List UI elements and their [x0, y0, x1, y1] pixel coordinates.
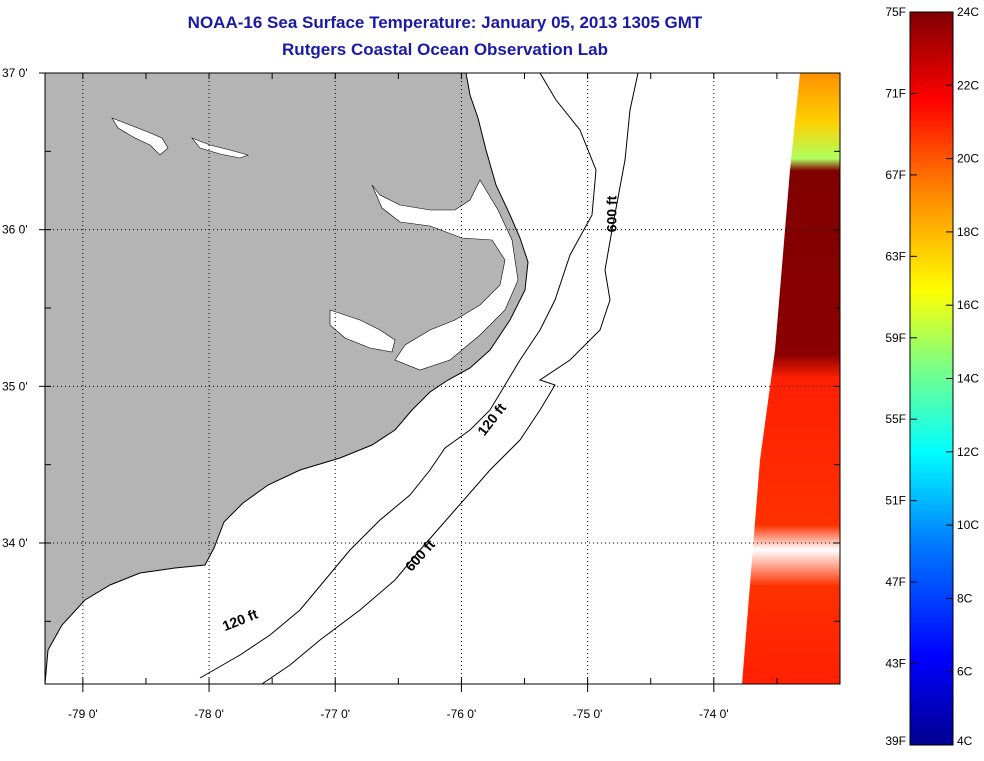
map-subtitle: Rutgers Coastal Ocean Observation Lab — [282, 40, 608, 59]
colorbar-c-label: 14C — [957, 372, 979, 386]
lon-tick-label: -76 0' — [447, 707, 477, 721]
colorbar-f-label: 43F — [885, 657, 906, 671]
lon-tick-label: -74 0' — [699, 707, 729, 721]
colorbar-c-label: 18C — [957, 225, 979, 239]
lat-tick-label: 37 0' — [2, 66, 28, 80]
colorbar-f-label: 55F — [885, 412, 906, 426]
axis-ticks: -79 0' -78 0' -77 0' -76 0' -75 0' -74 0' 37 0… — [2, 66, 841, 721]
inland-lake — [111, 117, 169, 156]
colorbar-gradient — [909, 11, 954, 746]
lon-tick-label: -78 0' — [194, 707, 224, 721]
colorbar-f-label: 71F — [885, 86, 906, 100]
lon-tick-label: -75 0' — [573, 707, 603, 721]
lat-tick-label: 34 0' — [2, 536, 28, 550]
colorbar-f-label: 75F — [885, 5, 906, 19]
sst-data-swath — [742, 73, 840, 684]
lat-tick-label: 36 0' — [2, 223, 28, 237]
contour-600ft — [261, 73, 639, 684]
land-mass — [45, 73, 529, 684]
colorbar-c-label: 6C — [957, 665, 973, 679]
lon-tick-label: -77 0' — [320, 707, 350, 721]
colorbar-f-label: 47F — [885, 575, 906, 589]
colorbar-c-label: 4C — [957, 734, 973, 748]
lon-tick-label: -79 0' — [68, 707, 98, 721]
colorbar-c-label: 24C — [957, 5, 979, 19]
graticule — [45, 73, 840, 684]
colorbar-f-label: 67F — [885, 168, 906, 182]
pamlico-sound — [371, 179, 519, 371]
contour-120ft — [199, 73, 597, 679]
map-title: NOAA-16 Sea Surface Temperature: January… — [187, 13, 703, 32]
colorbar-c-label: 12C — [957, 445, 979, 459]
colorbar-c-label: 16C — [957, 298, 979, 312]
colorbar-c-label: 10C — [957, 518, 979, 532]
lat-tick-label: 35 0' — [2, 379, 28, 393]
inland-lake — [191, 137, 249, 159]
colorbar-c-label: 22C — [957, 78, 979, 92]
colorbar-f-label: 63F — [885, 249, 906, 263]
contour-label: 600 ft — [604, 195, 620, 232]
colorbar-f-label: 59F — [885, 331, 906, 345]
colorbar-f-label: 51F — [885, 494, 906, 508]
colorbar-c-label: 20C — [957, 152, 979, 166]
colorbar-f-label: 39F — [885, 734, 906, 748]
plot-frame — [44, 72, 841, 685]
colorbar-c-label: 8C — [957, 591, 973, 605]
